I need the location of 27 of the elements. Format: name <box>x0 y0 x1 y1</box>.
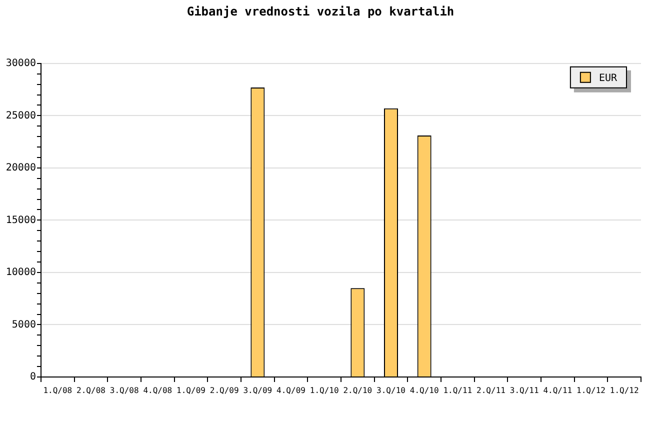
x-tick-label: 3.Q/09 <box>243 386 272 395</box>
y-tick-label: 15000 <box>6 214 36 226</box>
x-tick-label: 1.Q/10 <box>310 386 339 395</box>
y-tick-label: 30000 <box>6 58 36 69</box>
x-tick-label: 2.Q/10 <box>343 386 372 395</box>
x-tick-label: 1.Q/11 <box>443 386 472 395</box>
x-tick-label: 1.Q/08 <box>43 386 72 395</box>
y-tick-label: 25000 <box>6 110 36 122</box>
x-tick-label: 3.Q/10 <box>376 386 406 395</box>
x-tick-label: 1.Q/12 <box>610 386 639 395</box>
chart-title: Gibanje vrednosti vozila po kvartalih <box>186 4 454 18</box>
x-tick-label: 2.Q/11 <box>476 386 506 395</box>
x-tick-label: 2.Q/09 <box>210 386 239 395</box>
y-tick-label: 5000 <box>12 319 36 330</box>
x-tick-label: 3.Q/08 <box>110 386 139 395</box>
x-tick-label: 1.Q/12 <box>576 386 606 395</box>
legend-label: EUR <box>598 72 618 84</box>
x-tick-label: 4.Q/10 <box>410 386 439 395</box>
x-tick-label: 4.Q/08 <box>143 386 172 395</box>
x-tick-label: 4.Q/09 <box>276 386 306 395</box>
x-tick-label: 1.Q/09 <box>176 386 206 395</box>
y-tick-label: 0 <box>30 372 36 383</box>
y-tick-label: 20000 <box>6 162 36 174</box>
x-tick-label: 3.Q/11 <box>510 386 539 395</box>
y-tick-label: 10000 <box>6 267 36 278</box>
x-tick-label: 4.Q/11 <box>543 386 572 395</box>
x-tick-label: 2.Q/08 <box>76 386 106 395</box>
